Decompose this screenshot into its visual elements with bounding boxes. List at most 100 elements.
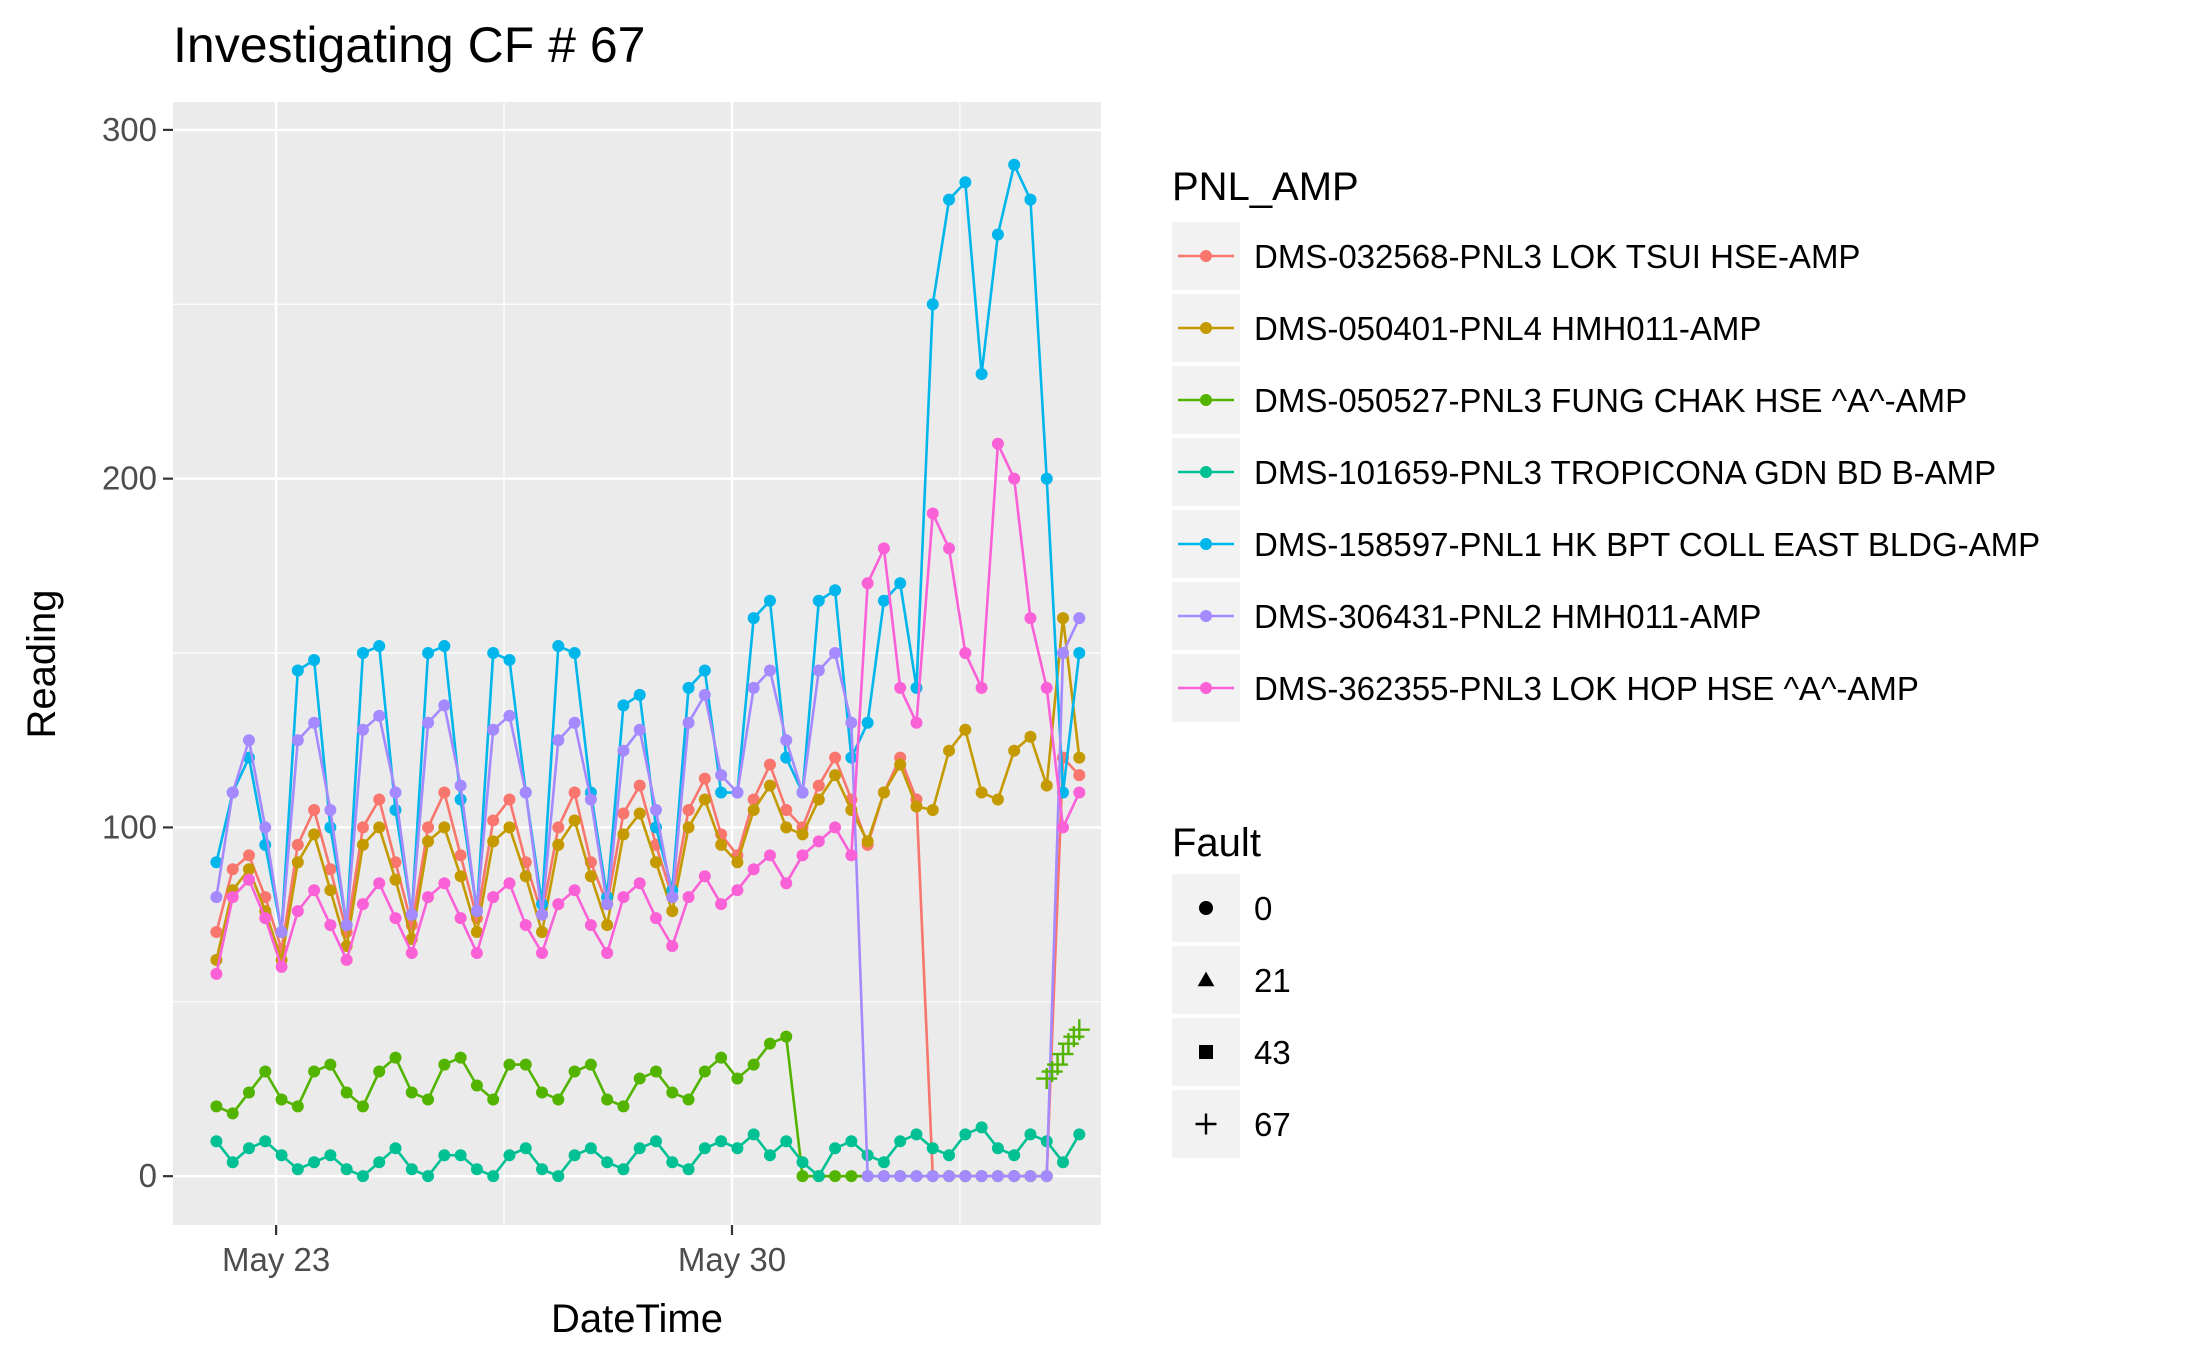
data-point: [259, 821, 272, 834]
data-point: [943, 1149, 956, 1162]
data-point: [780, 1135, 793, 1148]
data-point: [633, 723, 646, 736]
data-point: [519, 1142, 532, 1155]
data-point: [373, 1156, 386, 1169]
data-point: [731, 856, 744, 869]
data-point: [1024, 1128, 1037, 1141]
data-point: [422, 821, 435, 834]
data-point: [975, 1121, 988, 1134]
data-point: [454, 870, 467, 883]
data-point: [389, 786, 402, 799]
data-point: [666, 891, 679, 904]
y-tick-label: 200: [102, 460, 157, 497]
data-point: [682, 716, 695, 729]
data-point: [1008, 744, 1021, 757]
data-point: [649, 803, 662, 816]
data-point: [373, 1065, 386, 1078]
data-point: [666, 1086, 679, 1099]
data-point: [1024, 1170, 1037, 1183]
legend-key-point: [1200, 538, 1212, 550]
chart-title: Investigating CF # 67: [173, 17, 646, 73]
legend-label: 0: [1254, 890, 1272, 927]
data-point: [503, 709, 516, 722]
data-point: [926, 803, 939, 816]
data-point: [829, 584, 842, 597]
data-point: [698, 664, 711, 677]
data-point: [829, 1170, 842, 1183]
data-point: [226, 863, 239, 876]
data-point: [617, 1163, 630, 1176]
data-point: [324, 884, 337, 897]
series-line: [215, 616, 1081, 962]
data-point: [877, 542, 890, 555]
legend-label: DMS-101659-PNL3 TROPICONA GDN BD B-AMP: [1254, 454, 1996, 491]
data-point: [763, 594, 776, 607]
data-point: [715, 769, 728, 782]
data-point: [812, 793, 825, 806]
data-point: [715, 1135, 728, 1148]
data-point: [1073, 786, 1086, 799]
data-point: [438, 1058, 451, 1071]
legend-shape-key: [1199, 1045, 1213, 1059]
data-point: [812, 664, 825, 677]
data-point: [308, 828, 321, 841]
data-point: [812, 1170, 825, 1183]
data-point: [763, 779, 776, 792]
data-point: [666, 939, 679, 952]
data-point: [698, 793, 711, 806]
series-group: [210, 437, 1086, 980]
data-point: [519, 919, 532, 932]
data-point: [991, 228, 1004, 241]
data-point: [1068, 1019, 1090, 1041]
data-point: [568, 786, 581, 799]
data-point: [487, 814, 500, 827]
legend-color-entries: DMS-032568-PNL3 LOK TSUI HSE-AMP DMS-0504…: [1172, 222, 2040, 722]
data-point: [666, 1156, 679, 1169]
data-point: [975, 786, 988, 799]
data-point: [959, 723, 972, 736]
data-point: [405, 1163, 418, 1176]
data-point: [275, 1093, 288, 1106]
data-point: [584, 1142, 597, 1155]
data-point: [454, 912, 467, 925]
data-point: [340, 1163, 353, 1176]
legend-label: DMS-050401-PNL4 HMH011-AMP: [1254, 310, 1761, 347]
data-point: [812, 779, 825, 792]
data-point: [796, 1156, 809, 1169]
data-point: [210, 891, 223, 904]
data-point: [649, 1065, 662, 1078]
data-point: [422, 891, 435, 904]
data-point: [536, 1163, 549, 1176]
data-point: [519, 1058, 532, 1071]
data-point: [991, 437, 1004, 450]
data-point: [894, 1135, 907, 1148]
data-point: [373, 640, 386, 653]
data-point: [780, 1030, 793, 1043]
legend-label: DMS-306431-PNL2 HMH011-AMP: [1254, 598, 1761, 635]
data-point: [536, 926, 549, 939]
data-point: [584, 870, 597, 883]
data-point: [226, 1107, 239, 1120]
data-point: [894, 1170, 907, 1183]
data-point: [698, 772, 711, 785]
legend-key-point: [1200, 682, 1212, 694]
data-point: [926, 298, 939, 311]
data-point: [763, 664, 776, 677]
data-point: [715, 898, 728, 911]
data-point: [747, 1058, 760, 1071]
data-point: [698, 1065, 711, 1078]
legend-key-point: [1200, 394, 1212, 406]
data-point: [242, 873, 255, 886]
data-point: [780, 821, 793, 834]
data-point: [242, 734, 255, 747]
data-point: [682, 681, 695, 694]
data-point: [356, 1100, 369, 1113]
data-point: [943, 193, 956, 206]
data-point: [552, 1170, 565, 1183]
data-point: [877, 786, 890, 799]
data-point: [633, 1072, 646, 1085]
data-point: [796, 849, 809, 862]
data-point: [1024, 730, 1037, 743]
data-point: [259, 1065, 272, 1078]
data-point: [698, 870, 711, 883]
